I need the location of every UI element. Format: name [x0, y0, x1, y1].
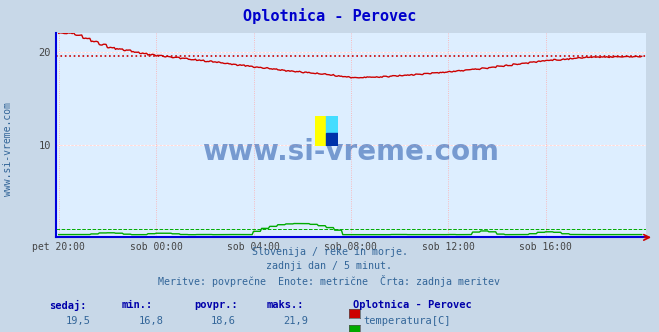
Text: povpr.:: povpr.: — [194, 300, 238, 310]
Polygon shape — [326, 132, 337, 146]
Bar — [326, 116, 337, 132]
Text: maks.:: maks.: — [267, 300, 304, 310]
Text: 16,8: 16,8 — [138, 316, 163, 326]
Text: Oplotnica - Perovec: Oplotnica - Perovec — [243, 8, 416, 24]
Text: sedaj:: sedaj: — [49, 300, 87, 311]
Text: min.:: min.: — [122, 300, 153, 310]
Text: www.si-vreme.com: www.si-vreme.com — [3, 102, 13, 197]
Text: 18,6: 18,6 — [211, 316, 236, 326]
Text: www.si-vreme.com: www.si-vreme.com — [202, 138, 500, 166]
Text: 21,9: 21,9 — [283, 316, 308, 326]
Bar — [315, 116, 326, 146]
Text: 19,5: 19,5 — [66, 316, 91, 326]
Text: zadnji dan / 5 minut.: zadnji dan / 5 minut. — [266, 261, 393, 271]
Text: Slovenija / reke in morje.: Slovenija / reke in morje. — [252, 247, 407, 257]
Text: temperatura[C]: temperatura[C] — [364, 316, 451, 326]
Text: Oplotnica - Perovec: Oplotnica - Perovec — [353, 300, 471, 310]
Text: Meritve: povprečne  Enote: metrične  Črta: zadnja meritev: Meritve: povprečne Enote: metrične Črta:… — [159, 275, 500, 287]
